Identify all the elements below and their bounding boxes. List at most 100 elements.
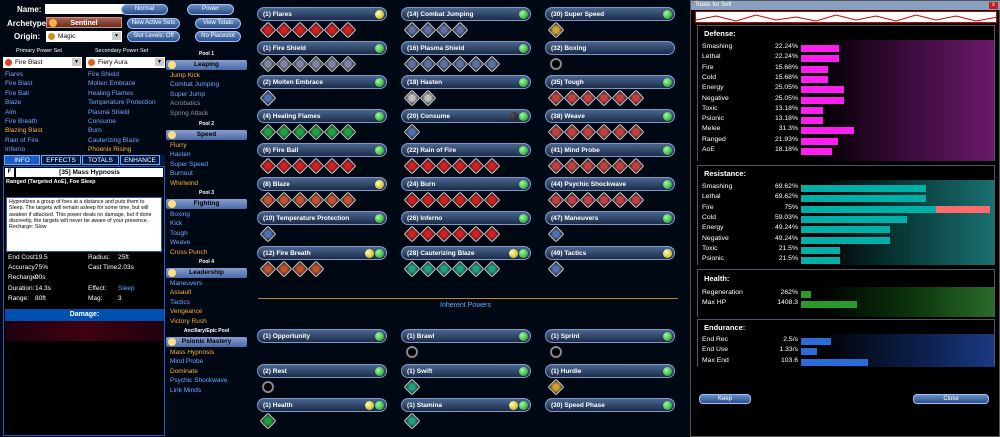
primary-power-item[interactable]: Flares [5,71,24,78]
enhancement-icon[interactable] [291,123,309,141]
enhancement-icon[interactable] [483,157,501,175]
enhancement-icon[interactable] [547,378,565,396]
power-slot[interactable]: (16) Plasma Shield [401,41,531,55]
enhancement-icon[interactable] [467,55,485,73]
primary-power-item[interactable]: Fire Breath [5,117,38,125]
enhancement-icon[interactable] [275,191,293,209]
power-button[interactable]: Power [187,4,234,15]
enhancement-icon[interactable] [451,225,469,243]
enhancement-icon[interactable] [403,123,421,141]
enhancement-icon[interactable] [595,157,613,175]
enhancement-icon[interactable] [547,123,565,141]
enhancement-icon[interactable] [307,260,325,278]
enhancement-icon[interactable] [403,260,421,278]
enhancement-icon[interactable] [611,191,629,209]
primary-power-item[interactable]: Aim [5,108,17,116]
enhancement-icon[interactable] [483,225,501,243]
pool-power-item[interactable]: Assault [170,289,192,297]
enhancement-icon[interactable] [291,55,309,73]
pool-power-item[interactable]: Tactics [170,298,190,306]
enhancement-icon[interactable] [339,21,357,39]
enhancement-icon[interactable] [403,21,421,39]
enhancement-icon[interactable] [627,123,645,141]
enhancement-icon[interactable] [403,55,421,73]
pool-select[interactable]: Speed [166,130,247,140]
pool-power-item[interactable]: Whirlwind [170,179,199,187]
enhancement-icon[interactable] [595,89,613,107]
enhancement-icon[interactable] [259,89,277,107]
power-slot[interactable]: (14) Combat Jumping [401,7,531,21]
enhancement-icon[interactable] [259,191,277,209]
enhancement-icon[interactable] [307,55,325,73]
enhancement-icon[interactable] [323,157,341,175]
pool-power-item[interactable]: Hasten [170,151,191,159]
enhancement-icon[interactable] [435,21,453,39]
no-placeslot-button[interactable]: No Placeslot [195,31,241,42]
enhancement-icon[interactable] [595,191,613,209]
pool-power-item[interactable]: Mass Hypnosis [170,349,215,356]
pool-power-item[interactable]: Super Speed [170,160,208,168]
pool-power-item[interactable]: Burnout [170,170,193,178]
enhancement-icon[interactable] [627,157,645,175]
empty-slot-icon[interactable] [406,346,418,358]
enhancement-icon[interactable] [547,89,565,107]
enhancement-icon[interactable] [483,55,501,73]
power-slot[interactable]: (12) Fire Breath [257,246,387,260]
power-slot[interactable]: (30) Speed Phase [545,398,675,412]
enhancement-icon[interactable] [419,55,437,73]
enhancement-icon[interactable] [403,225,421,243]
primary-power-item[interactable]: Rain of Fire [5,136,39,144]
pool-power-item[interactable]: Spring Attack [170,109,209,117]
pool-power-item[interactable]: Weave [170,239,191,247]
enhancement-icon[interactable] [307,123,325,141]
enhancement-icon[interactable] [611,157,629,175]
enhancement-icon[interactable] [579,191,597,209]
primary-set-select[interactable]: Fire Blast ▼ [3,57,82,68]
power-slot[interactable]: (2) Rest [257,364,387,378]
enhancement-icon[interactable] [403,157,421,175]
secondary-power-item[interactable]: Temperature Protection [88,99,156,107]
name-input[interactable] [45,4,156,14]
power-slot[interactable]: (1) Opportunity [257,329,387,343]
enhancement-icon[interactable] [275,55,293,73]
origin-select[interactable]: Magic ▼ [46,31,122,42]
enhancement-icon[interactable] [467,225,485,243]
enhancement-icon[interactable] [403,191,421,209]
enhancement-icon[interactable] [275,21,293,39]
enhancement-icon[interactable] [339,123,357,141]
power-slot[interactable]: (2) Molten Embrace [257,75,387,89]
enhancement-icon[interactable] [275,157,293,175]
power-slot[interactable]: (24) Burn [401,177,531,191]
power-slot[interactable]: (26) Inferno [401,211,531,225]
normal-button[interactable]: Normal [121,4,168,15]
secondary-power-item[interactable]: Burn [88,127,102,135]
power-slot[interactable]: (22) Rain of Fire [401,143,531,157]
enhancement-icon[interactable] [259,21,277,39]
enhancement-icon[interactable] [435,55,453,73]
pool-power-item[interactable]: Dominate [170,367,198,375]
power-slot[interactable]: (30) Super Speed [545,7,675,21]
enhancement-icon[interactable] [323,123,341,141]
power-slot[interactable]: (49) Tactics [545,246,675,260]
close-button[interactable]: Close [913,394,989,404]
enhancement-icon[interactable] [339,157,357,175]
enhancement-icon[interactable] [451,21,469,39]
enhancement-icon[interactable] [307,157,325,175]
pool-power-item[interactable]: Combat Jumping [170,81,220,89]
view-totals-button[interactable]: View Totals [195,18,241,29]
enhancement-icon[interactable] [259,123,277,141]
secondary-set-select[interactable]: Fiery Aura ▼ [86,57,165,68]
empty-slot-icon[interactable] [550,346,562,358]
pool-power-item[interactable]: Jump Kick [170,72,200,79]
power-slot[interactable]: (18) Hasten [401,75,531,89]
pool-select[interactable]: Leadership [166,268,247,278]
secondary-power-item[interactable]: Consume [88,117,116,125]
pool-select[interactable]: Fighting [166,199,247,209]
power-slot[interactable]: (1) Sprint [545,329,675,343]
enhancement-icon[interactable] [435,225,453,243]
enhancement-icon[interactable] [451,55,469,73]
enhancement-icon[interactable] [307,191,325,209]
enhancement-icon[interactable] [563,191,581,209]
tab-enhance[interactable]: ENHANCE [120,155,160,165]
enhancement-icon[interactable] [595,123,613,141]
